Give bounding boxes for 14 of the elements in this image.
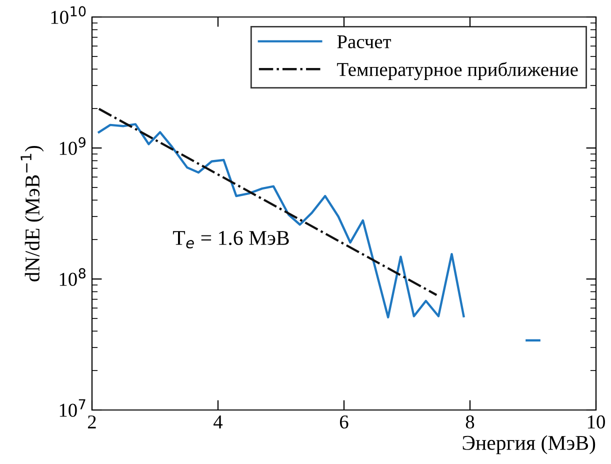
y-tick-label: 10$^{9}$ bbox=[60, 137, 86, 155]
y-tick-label: 10$^{10}$ bbox=[51, 6, 86, 24]
annotation: T$_{e}$ = 1.6 МэВ bbox=[173, 230, 289, 248]
legend-label: Расчет bbox=[337, 35, 392, 48]
x-tick-label: 6 bbox=[340, 415, 348, 429]
x-axis-title: Энергия (МэВ) bbox=[462, 435, 596, 454]
x-tick-label: 10 bbox=[588, 415, 605, 429]
x-tick-label: 8 bbox=[466, 415, 474, 429]
legend-label: Температурное приближение bbox=[337, 62, 578, 80]
x-tick-label: 2 bbox=[88, 415, 96, 428]
y-tick-label: 10$^{8}$ bbox=[60, 268, 86, 286]
y-tick-label: 10$^{7}$ bbox=[60, 399, 86, 417]
x-tick-label: 4 bbox=[214, 416, 223, 428]
y-axis-title: dN/dE (МэВ$^{−1}$) bbox=[20, 146, 44, 282]
